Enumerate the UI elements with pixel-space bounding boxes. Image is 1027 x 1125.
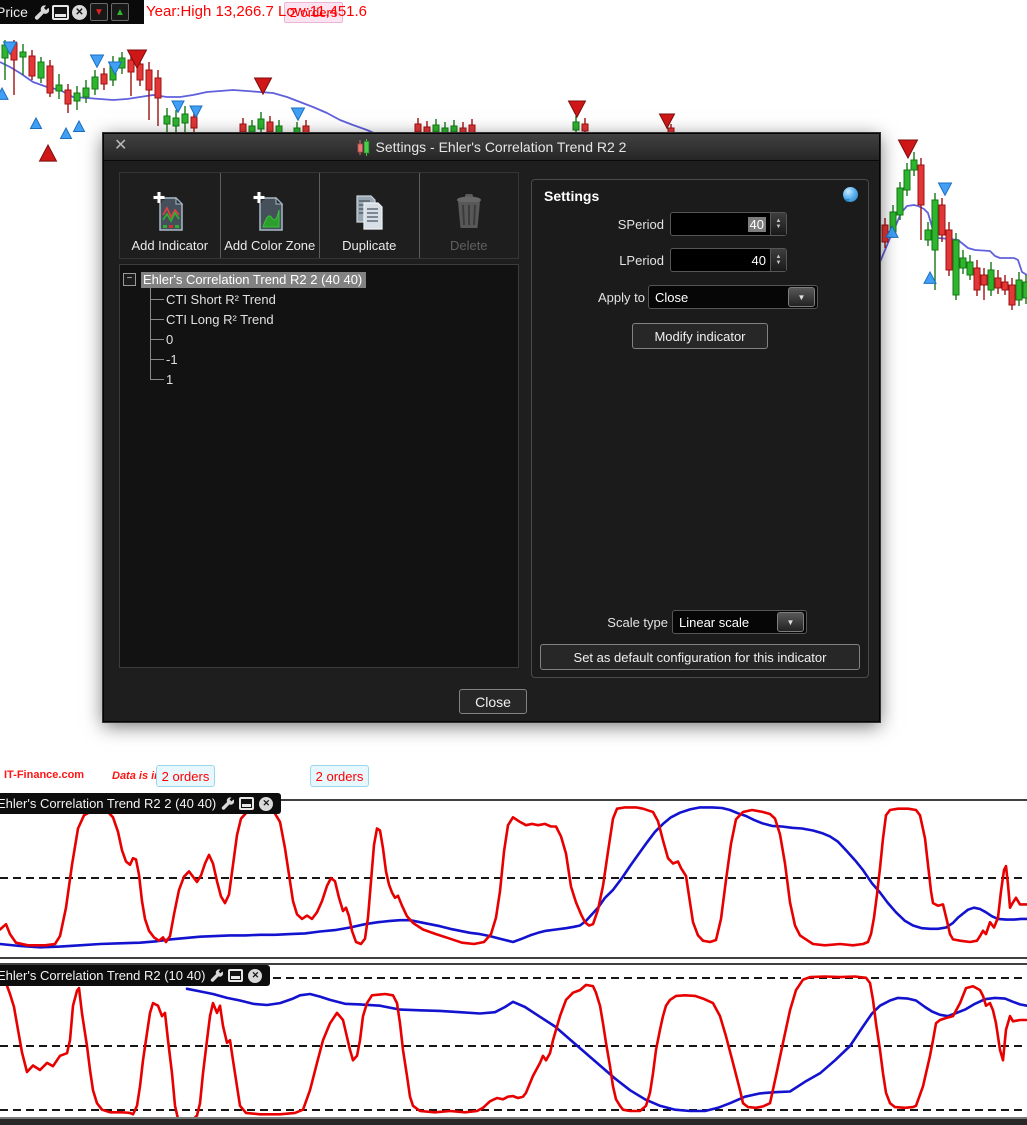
wrench-icon[interactable] [221,797,235,810]
set-default-button[interactable]: Set as default configuration for this in… [540,644,860,670]
indicator-panel-1-title: Ehler's Correlation Trend R2 2 (40 40) [0,796,217,811]
duplicate-label: Duplicate [342,238,397,253]
duplicate-icon [351,188,387,238]
settings-dialog: ✕ Settings - Ehler's Correlation Trend R… [103,133,880,722]
wrench-icon[interactable] [34,4,49,20]
close-button[interactable]: Close [459,689,527,714]
indicator-panel-2-title: Ehler's Correlation Trend R2 (10 40) [0,968,206,983]
wrench-icon[interactable] [210,969,224,982]
window-icon[interactable] [239,797,255,810]
buy-arrow-icon[interactable]: ▲ [110,3,129,21]
indicator-tree: − Ehler's Correlation Trend R2 2 (40 40)… [119,264,519,668]
close-icon[interactable]: ✕ [248,968,263,983]
window-icon[interactable] [51,4,69,20]
indicator-panel-2-header: Ehler's Correlation Trend R2 (10 40) ✕ [0,965,271,986]
collapse-icon[interactable]: − [123,273,136,286]
lperiod-label: LPeriod [619,252,664,268]
price-label: Price [0,4,28,20]
apply-to-value: Close [655,289,689,305]
add-color-zone-button[interactable]: Add Color Zone [219,173,320,258]
brand-text: IT-Finance.com [4,769,85,781]
settings-panel: Settings SPeriod 40 ▲ ▼ LPeriod 40 ▲ ▼ App… [531,179,869,678]
tree-item-minus-one-line[interactable]: -1 [150,349,518,369]
modify-indicator-button[interactable]: Modify indicator [632,323,768,349]
help-bubble-icon[interactable] [843,187,858,202]
add-color-zone-icon [252,188,288,238]
dialog-close-icon[interactable]: ✕ [114,137,128,154]
lperiod-stepper[interactable]: ▲ ▼ [770,249,786,271]
scale-type-select[interactable]: Linear scale ▼ [672,610,807,634]
orders-badge-top[interactable]: 2 orders [284,2,343,23]
lperiod-input[interactable]: 40 ▲ ▼ [670,248,787,272]
price-toolbar: Price ✕ ▼ ▲ [0,0,144,24]
tree-item-cti-long[interactable]: CTI Long R² Trend [150,309,518,329]
speriod-label: SPeriod [617,216,664,232]
delete-label: Delete [449,238,488,253]
orders-badge-1[interactable]: 2 orders [156,765,215,787]
duplicate-button[interactable]: Duplicate [319,173,419,258]
sell-arrow-icon[interactable]: ▼ [89,3,108,21]
add-indicator-label: Add Indicator [131,238,209,253]
indicator-panel-1-header: Ehler's Correlation Trend R2 2 (40 40) ✕ [0,793,282,814]
orders-badge-2[interactable]: 2 orders [310,765,369,787]
apply-to-select[interactable]: Close ▼ [648,285,818,309]
lperiod-value[interactable]: 40 [751,252,766,268]
tree-root-label[interactable]: Ehler's Correlation Trend R2 2 (40 40) [141,271,367,288]
add-indicator-icon [152,188,188,238]
close-icon[interactable]: ✕ [259,796,274,811]
candlestick-icon [357,138,369,156]
scale-type-value: Linear scale [679,614,750,630]
price-chart[interactable] [0,0,1027,335]
add-color-zone-label: Add Color Zone [224,238,316,253]
speriod-stepper[interactable]: ▲ ▼ [770,213,786,235]
indicator-panel-2-chart[interactable] [0,963,1027,1125]
tree-item-cti-short[interactable]: CTI Short R² Trend [150,289,518,309]
panel-divider-bar[interactable] [0,1117,1027,1125]
tree-item-one-line[interactable]: 1 [150,369,518,389]
year-high-low-text: Year:High 13,266.7 Low:11,451.6 [146,3,368,20]
add-indicator-button[interactable]: Add Indicator [120,173,220,258]
delete-button: Delete [418,173,519,258]
indicator-panel-1-chart[interactable] [0,793,1027,963]
settings-heading: Settings [544,188,600,204]
chevron-down-icon[interactable]: ▼ [788,287,815,307]
speriod-input[interactable]: 40 ▲ ▼ [670,212,787,236]
tree-root-item[interactable]: − Ehler's Correlation Trend R2 2 (40 40) [120,270,518,289]
trash-icon [453,188,485,238]
window-icon[interactable] [228,969,244,982]
chevron-down-icon[interactable]: ▼ [777,612,804,632]
dialog-title: Settings - Ehler's Correlation Trend R2 … [375,139,627,155]
dialog-titlebar[interactable]: ✕ Settings - Ehler's Correlation Trend R… [104,134,879,161]
scale-type-label: Scale type [607,614,668,630]
close-icon[interactable]: ✕ [71,4,87,20]
indicator-toolbar: Add Indicator Add Color Zone [119,172,519,259]
apply-to-label: Apply to [598,289,645,305]
tree-item-zero-line[interactable]: 0 [150,329,518,349]
speriod-value[interactable]: 40 [747,216,766,232]
